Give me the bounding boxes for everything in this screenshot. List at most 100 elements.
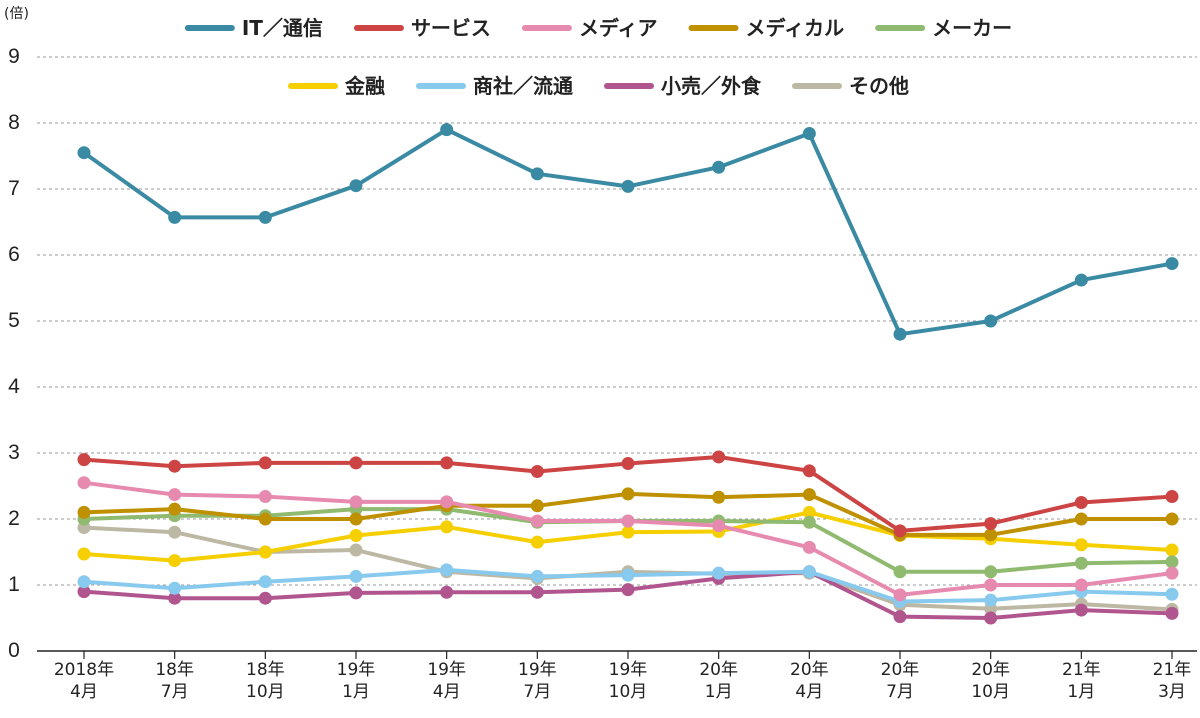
data-point bbox=[621, 568, 635, 582]
data-point bbox=[349, 529, 363, 542]
data-point bbox=[712, 519, 726, 533]
y-tick-label: 3 bbox=[8, 441, 20, 464]
x-tick-label: 4月 bbox=[433, 682, 461, 702]
data-point bbox=[802, 540, 816, 554]
data-point bbox=[168, 488, 182, 502]
x-tick-label: 10月 bbox=[971, 682, 1010, 702]
data-point bbox=[440, 563, 454, 577]
data-point bbox=[168, 525, 182, 539]
legend-item: メーカー bbox=[875, 16, 1012, 40]
data-point bbox=[984, 565, 998, 579]
data-point bbox=[530, 499, 544, 513]
x-tick-label: 18年 bbox=[155, 660, 194, 680]
x-tick-label: 3月 bbox=[1158, 682, 1186, 702]
x-tick-label: 20年 bbox=[699, 660, 738, 680]
data-point bbox=[168, 554, 182, 568]
data-point bbox=[1074, 538, 1088, 552]
data-point bbox=[530, 167, 544, 181]
data-point bbox=[1074, 578, 1088, 592]
y-tick-label: 6 bbox=[8, 243, 20, 266]
y-tick-label: 1 bbox=[8, 573, 20, 596]
series-3 bbox=[77, 487, 1179, 542]
y-tick-label: 9 bbox=[8, 45, 20, 68]
data-point bbox=[802, 464, 816, 478]
data-point bbox=[1074, 512, 1088, 526]
legend-label: 金融 bbox=[344, 74, 385, 98]
data-point bbox=[712, 450, 726, 464]
x-tick-label: 4月 bbox=[795, 682, 823, 702]
data-point bbox=[802, 127, 816, 141]
data-point bbox=[1074, 556, 1088, 570]
data-point bbox=[1165, 566, 1179, 580]
data-point bbox=[802, 488, 816, 502]
series-lines bbox=[77, 123, 1179, 625]
data-point bbox=[893, 524, 907, 538]
data-point bbox=[530, 535, 544, 549]
data-point bbox=[349, 456, 363, 470]
x-tick-label: 20年 bbox=[971, 660, 1010, 680]
data-point bbox=[984, 611, 998, 625]
data-point bbox=[258, 490, 272, 504]
data-point bbox=[258, 456, 272, 470]
y-tick-label: 8 bbox=[8, 111, 20, 134]
legend-label: サービス bbox=[411, 16, 491, 40]
data-point bbox=[77, 146, 91, 160]
x-tick-label: 10月 bbox=[609, 682, 648, 702]
data-point bbox=[168, 459, 182, 473]
data-point bbox=[77, 547, 91, 561]
y-tick-label: 7 bbox=[8, 177, 20, 200]
series-6 bbox=[77, 563, 1179, 608]
data-point bbox=[621, 179, 635, 193]
x-tick-label: 19年 bbox=[518, 660, 557, 680]
data-point bbox=[1165, 490, 1179, 504]
x-tick-label: 4月 bbox=[70, 682, 98, 702]
data-point bbox=[258, 591, 272, 605]
data-point bbox=[621, 514, 635, 528]
x-tick-label: 21年 bbox=[1062, 660, 1101, 680]
x-tick-label: 7月 bbox=[523, 682, 551, 702]
y-unit-label: (倍) bbox=[4, 6, 29, 22]
data-point bbox=[168, 591, 182, 605]
legend-label: メディカル bbox=[746, 16, 845, 40]
data-point bbox=[440, 495, 454, 509]
data-point bbox=[984, 528, 998, 542]
data-point bbox=[984, 578, 998, 592]
data-point bbox=[77, 505, 91, 519]
series-2 bbox=[77, 476, 1179, 602]
data-point bbox=[349, 179, 363, 193]
data-point bbox=[258, 512, 272, 526]
data-point bbox=[349, 512, 363, 526]
gridlines bbox=[37, 56, 1197, 586]
x-tick-label: 10月 bbox=[246, 682, 285, 702]
data-point bbox=[621, 525, 635, 539]
legend-label: 商社／流通 bbox=[473, 74, 573, 98]
y-tick-label: 4 bbox=[8, 375, 20, 398]
data-point bbox=[1074, 496, 1088, 509]
data-point bbox=[77, 453, 91, 467]
data-point bbox=[1165, 606, 1179, 620]
legend-item: サービス bbox=[353, 16, 491, 40]
legend-item: 小売／外食 bbox=[604, 74, 762, 98]
data-point bbox=[530, 585, 544, 599]
data-point bbox=[621, 583, 635, 597]
data-point bbox=[168, 502, 182, 516]
data-point bbox=[440, 585, 454, 599]
data-point bbox=[1165, 257, 1179, 271]
data-point bbox=[258, 545, 272, 559]
x-tick-label: 18年 bbox=[246, 660, 285, 680]
data-point bbox=[984, 593, 998, 607]
data-point bbox=[984, 517, 998, 531]
legend-label: メーカー bbox=[932, 16, 1012, 40]
x-tick-label: 20年 bbox=[790, 660, 829, 680]
x-tick-label: 2018年 bbox=[54, 660, 114, 680]
data-point bbox=[349, 543, 363, 557]
data-point bbox=[258, 575, 272, 589]
data-point bbox=[349, 586, 363, 600]
data-point bbox=[1165, 543, 1179, 557]
x-tick-label: 19年 bbox=[337, 660, 376, 680]
legend-item: 金融 bbox=[288, 74, 385, 98]
legend-item: その他 bbox=[792, 74, 909, 98]
data-point bbox=[621, 487, 635, 501]
